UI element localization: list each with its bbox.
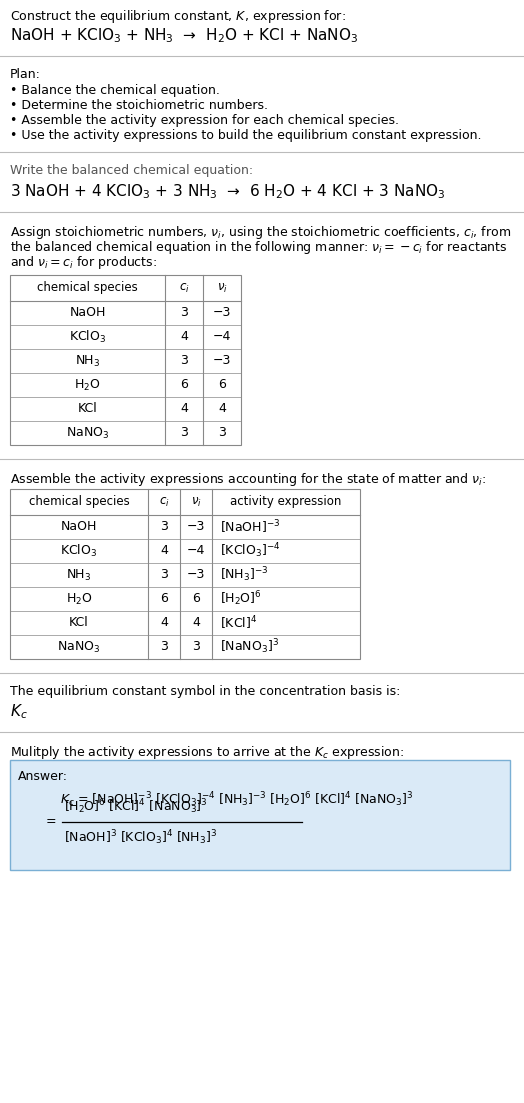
Text: Mulitply the activity expressions to arrive at the $K_c$ expression:: Mulitply the activity expressions to arr… <box>10 745 405 761</box>
Text: KCl: KCl <box>78 403 97 416</box>
Text: $c_i$: $c_i$ <box>179 281 189 295</box>
Bar <box>10 760 510 870</box>
Text: −4: −4 <box>187 545 205 557</box>
Text: $K_c$ = [NaOH]$^{-3}$ [KClO$_3$]$^{-4}$ [NH$_3$]$^{-3}$ [H$_2$O]$^6$ [KCl]$^4$ [: $K_c$ = [NaOH]$^{-3}$ [KClO$_3$]$^{-4}$ … <box>60 790 414 808</box>
Text: • Assemble the activity expression for each chemical species.: • Assemble the activity expression for e… <box>10 114 399 127</box>
Text: Assemble the activity expressions accounting for the state of matter and $\nu_i$: Assemble the activity expressions accoun… <box>10 471 486 488</box>
Text: 3: 3 <box>160 641 168 653</box>
Text: 3: 3 <box>192 641 200 653</box>
Text: 6: 6 <box>160 592 168 606</box>
Text: Construct the equilibrium constant, $K$, expression for:: Construct the equilibrium constant, $K$,… <box>10 8 346 25</box>
Text: KClO$_3$: KClO$_3$ <box>69 329 106 345</box>
Text: KCl: KCl <box>69 617 89 630</box>
Text: [KClO$_3$]$^{-4}$: [KClO$_3$]$^{-4}$ <box>220 542 280 560</box>
Text: [H$_2$O]$^6$ [KCl]$^4$ [NaNO$_3$]$^3$: [H$_2$O]$^6$ [KCl]$^4$ [NaNO$_3$]$^3$ <box>64 797 208 816</box>
Text: • Determine the stoichiometric numbers.: • Determine the stoichiometric numbers. <box>10 99 268 113</box>
Text: =: = <box>46 815 57 828</box>
Text: −3: −3 <box>213 354 231 367</box>
Text: $c_i$: $c_i$ <box>159 495 169 508</box>
Text: −3: −3 <box>213 307 231 320</box>
Text: NaNO$_3$: NaNO$_3$ <box>58 640 101 654</box>
Text: 4: 4 <box>160 617 168 630</box>
Text: NaOH: NaOH <box>61 521 97 534</box>
Text: • Use the activity expressions to build the equilibrium constant expression.: • Use the activity expressions to build … <box>10 129 482 142</box>
Text: 3 NaOH + 4 KClO$_3$ + 3 NH$_3$  →  6 H$_2$O + 4 KCl + 3 NaNO$_3$: 3 NaOH + 4 KClO$_3$ + 3 NH$_3$ → 6 H$_2$… <box>10 182 445 201</box>
Bar <box>10 275 241 445</box>
Text: [NH$_3$]$^{-3}$: [NH$_3$]$^{-3}$ <box>220 566 268 585</box>
Text: [NaNO$_3$]$^3$: [NaNO$_3$]$^3$ <box>220 638 279 656</box>
Text: NaOH + KClO$_3$ + NH$_3$  →  H$_2$O + KCl + NaNO$_3$: NaOH + KClO$_3$ + NH$_3$ → H$_2$O + KCl … <box>10 26 358 45</box>
Text: and $\nu_i = c_i$ for products:: and $\nu_i = c_i$ for products: <box>10 254 157 271</box>
Text: 6: 6 <box>218 378 226 392</box>
Text: $\nu_i$: $\nu_i$ <box>216 281 227 295</box>
Text: 4: 4 <box>192 617 200 630</box>
Text: 3: 3 <box>160 521 168 534</box>
Text: Write the balanced chemical equation:: Write the balanced chemical equation: <box>10 164 253 176</box>
Text: 4: 4 <box>180 331 188 343</box>
Text: [NaOH]$^{-3}$: [NaOH]$^{-3}$ <box>220 518 280 536</box>
Text: 6: 6 <box>180 378 188 392</box>
Text: $K_c$: $K_c$ <box>10 702 28 720</box>
Text: activity expression: activity expression <box>231 495 342 508</box>
Text: [H$_2$O]$^6$: [H$_2$O]$^6$ <box>220 590 262 609</box>
Text: −4: −4 <box>213 331 231 343</box>
Text: 3: 3 <box>180 427 188 439</box>
Text: $\nu_i$: $\nu_i$ <box>191 495 201 508</box>
Text: 4: 4 <box>180 403 188 416</box>
Text: 3: 3 <box>160 568 168 581</box>
Text: 6: 6 <box>192 592 200 606</box>
Text: the balanced chemical equation in the following manner: $\nu_i = -c_i$ for react: the balanced chemical equation in the fo… <box>10 239 507 256</box>
Text: Assign stoichiometric numbers, $\nu_i$, using the stoichiometric coefficients, $: Assign stoichiometric numbers, $\nu_i$, … <box>10 224 511 240</box>
Text: −3: −3 <box>187 568 205 581</box>
Text: The equilibrium constant symbol in the concentration basis is:: The equilibrium constant symbol in the c… <box>10 685 400 698</box>
Text: 4: 4 <box>218 403 226 416</box>
Text: 3: 3 <box>180 354 188 367</box>
Text: H$_2$O: H$_2$O <box>74 377 101 393</box>
Text: 4: 4 <box>160 545 168 557</box>
Text: • Balance the chemical equation.: • Balance the chemical equation. <box>10 84 220 97</box>
Text: −3: −3 <box>187 521 205 534</box>
Bar <box>10 489 360 658</box>
Text: NH$_3$: NH$_3$ <box>75 353 100 368</box>
Text: [KCl]$^4$: [KCl]$^4$ <box>220 614 257 632</box>
Text: Answer:: Answer: <box>18 770 68 783</box>
Text: 3: 3 <box>180 307 188 320</box>
Text: KClO$_3$: KClO$_3$ <box>60 543 97 559</box>
Text: [NaOH]$^3$ [KClO$_3$]$^4$ [NH$_3$]$^3$: [NaOH]$^3$ [KClO$_3$]$^4$ [NH$_3$]$^3$ <box>64 828 217 847</box>
Text: NH$_3$: NH$_3$ <box>67 567 92 582</box>
Text: NaOH: NaOH <box>69 307 106 320</box>
Text: chemical species: chemical species <box>37 281 138 295</box>
Text: Plan:: Plan: <box>10 68 41 81</box>
Text: NaNO$_3$: NaNO$_3$ <box>66 426 109 440</box>
Text: 3: 3 <box>218 427 226 439</box>
Text: H$_2$O: H$_2$O <box>66 591 92 607</box>
Text: chemical species: chemical species <box>29 495 129 508</box>
